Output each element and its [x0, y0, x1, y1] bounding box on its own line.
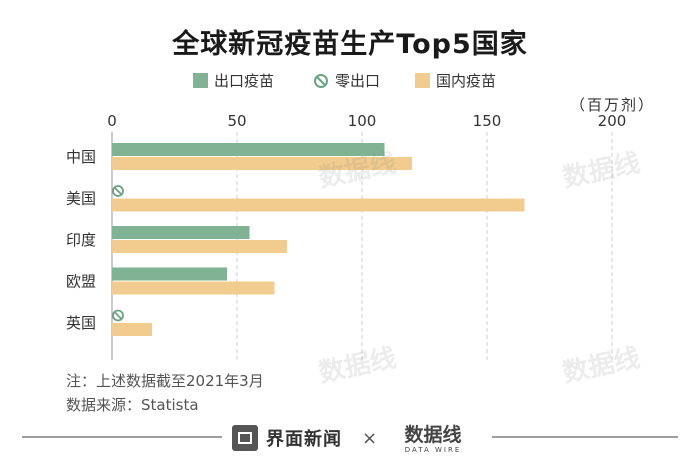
bar-domestic: [112, 281, 275, 295]
jiemian-logo-icon: [232, 425, 258, 451]
bar-domestic: [112, 198, 525, 212]
category-label: 印度: [66, 231, 96, 249]
category-label: 中国: [66, 148, 96, 166]
legend-label-export: 出口疫苗: [214, 72, 275, 90]
x-tick-label: 200: [598, 112, 627, 130]
bar-export: [112, 143, 385, 156]
bar-domestic: [112, 240, 287, 253]
footer: 界面新闻 × 数据线 DATA WIRE: [232, 421, 471, 455]
no-entry-icon: [314, 73, 328, 88]
data-wire-logo: 数据线 DATA WIRE: [405, 423, 462, 454]
legend-swatch-export: [193, 73, 208, 88]
bar-domestic: [112, 157, 412, 170]
legend-swatch-domestic: [415, 73, 430, 88]
no-entry-icon-slash: [113, 186, 123, 196]
data-wire-logo-text: 数据线: [405, 423, 462, 446]
data-source: 数据来源：Statista: [66, 396, 199, 414]
unit-label: （百万剂）: [570, 96, 656, 114]
no-entry-icon: [112, 309, 124, 322]
legend-label-domestic: 国内疫苗: [436, 72, 497, 90]
x-tick-label: 150: [473, 112, 502, 130]
legend-label-zero: 零出口: [335, 72, 381, 90]
category-label: 欧盟: [66, 273, 96, 291]
separator: ×: [362, 427, 378, 449]
x-tick-label: 50: [227, 112, 246, 130]
no-entry-icon: [112, 185, 124, 197]
footer-divider-right: [492, 436, 678, 438]
bar-domestic: [112, 323, 152, 336]
legend-item-zero: 零出口: [313, 70, 380, 91]
footer-divider-left: [22, 436, 222, 438]
category-label: 英国: [66, 314, 96, 332]
x-tick-label: 0: [107, 112, 117, 130]
bar-export: [112, 226, 250, 239]
data-note: 注：上述数据截至2021年3月: [66, 372, 264, 390]
x-tick-label: 100: [348, 112, 377, 130]
no-entry-icon-slash: [113, 311, 123, 320]
chart-title: 全球新冠疫苗生产Top5国家: [172, 29, 528, 60]
category-label: 美国: [66, 190, 96, 208]
data-wire-logo-sub: DATA WIRE: [405, 446, 462, 454]
legend-item-export: 出口疫苗: [193, 70, 274, 91]
legend-item-domestic: 国内疫苗: [415, 70, 496, 91]
legend: 出口疫苗 零出口 国内疫苗: [0, 70, 700, 92]
bar-export: [112, 267, 227, 281]
brand-name: 界面新闻: [266, 429, 342, 450]
